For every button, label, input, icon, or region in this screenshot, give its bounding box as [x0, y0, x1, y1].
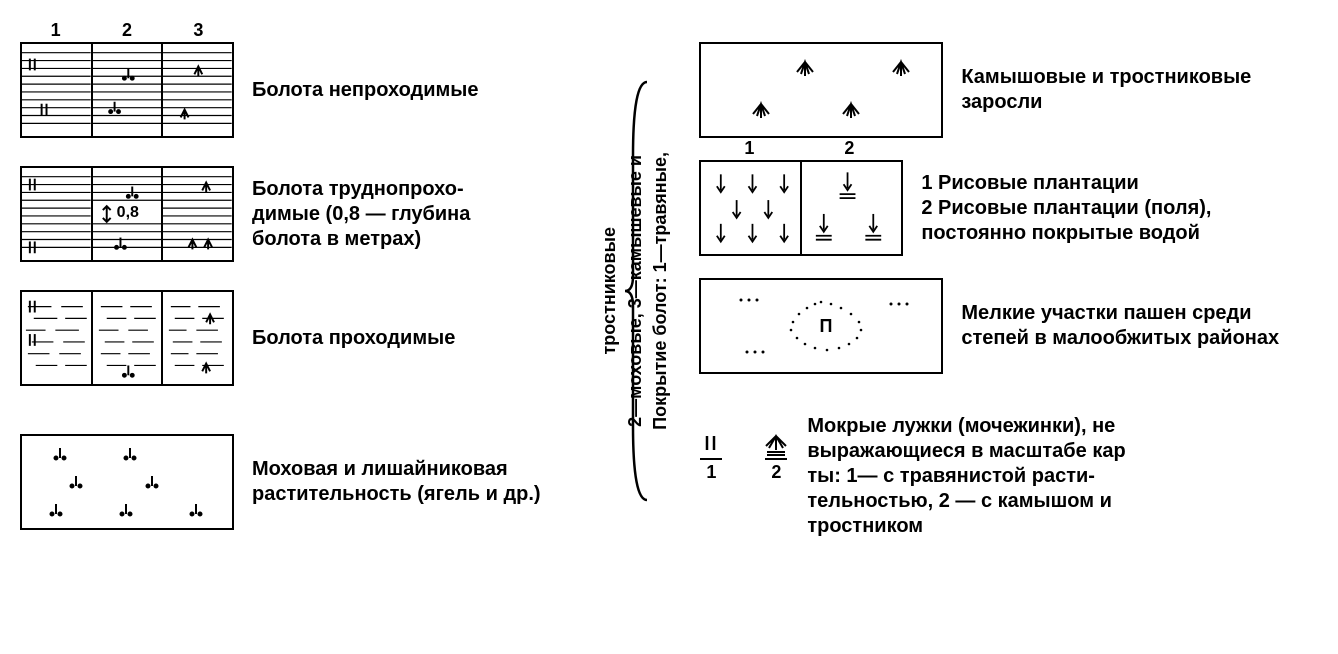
hardpassable-cell-3: [163, 168, 232, 260]
entry-passable: Болота проходимые: [20, 290, 581, 386]
wetmeadow-sym-1: 1: [699, 434, 723, 483]
swatch-rice: 1 2: [699, 160, 903, 256]
passable-cell-1: [22, 292, 93, 384]
entry-impassable: 1 2 3: [20, 42, 581, 138]
passable-cell-3: [163, 292, 232, 384]
swatch-impassable: 1 2 3: [20, 42, 234, 138]
wetmeadow-sym-2: 2: [763, 434, 789, 483]
rice-cell-2: [802, 162, 901, 254]
mid-column: тростниковые 2—моховые, 3—камышевые и По…: [621, 20, 660, 561]
rice-box: [699, 160, 903, 256]
entry-reed: Камышовые и тростниковые заросли: [699, 42, 1318, 138]
label-reed: Камышовые и тростниковые заросли: [961, 65, 1251, 115]
swatch-wetmeadow: 1 2: [699, 414, 789, 483]
rice-line1: 1 Рисовые плантации: [921, 171, 1211, 196]
entry-wetmeadow: 1 2 Мокрые лужки (мочежинки), не выражаю…: [699, 414, 1318, 539]
arable-box: П: [699, 278, 943, 374]
left-column: 1 2 3: [20, 20, 581, 561]
vtext-line1: Покрытие болот: 1—травяные,: [650, 152, 672, 430]
depth-value: 0,8: [115, 204, 141, 222]
entry-moss: Моховая и лишайниковая растительность (я…: [20, 434, 581, 530]
vtext-line3: тростниковые: [599, 227, 621, 355]
swatch-arable: П: [699, 278, 943, 374]
label-impassable: Болота непроходимые: [252, 78, 479, 103]
rice-line2: 2 Рисовые плантации (поля),: [921, 196, 1211, 221]
label-wetmeadow: Мокрые лужки (мочежинки), не выражающиес…: [807, 414, 1125, 539]
label-passable: Болота проходимые: [252, 326, 455, 351]
wetmeadow-num-1: 1: [706, 462, 716, 483]
hardpassable-box: 0,8: [20, 166, 234, 262]
wetmeadow-fracline-2: [765, 458, 787, 460]
impassable-cell-1: [22, 44, 93, 136]
passable-box: [20, 290, 234, 386]
rice-col-1: 1: [699, 138, 799, 159]
vertical-caption: тростниковые 2—моховые, 3—камышевые и По…: [599, 76, 672, 506]
right-column: Камышовые и тростниковые заросли 1 2: [699, 20, 1318, 561]
swatch-hardpassable: 0,8: [20, 166, 234, 262]
entry-hardpassable: 0,8: [20, 166, 581, 262]
entry-arable: П Мелкие участки пашен среди степей в ма…: [699, 278, 1318, 374]
swatch-passable: [20, 290, 234, 386]
swatch-moss: [20, 434, 234, 530]
rice-cell-1: [701, 162, 802, 254]
legend-page: 1 2 3: [20, 20, 1318, 561]
label-hardpassable: Болота труднопрохо- димые (0,8 — глубина…: [252, 177, 470, 252]
label-arable: Мелкие участки пашен среди степей в мало…: [961, 301, 1279, 351]
col-header-3: 3: [163, 20, 234, 41]
impassable-cell-2: [93, 44, 164, 136]
column-headers: 1 2 3: [20, 20, 234, 41]
hardpassable-cell-1: [22, 168, 93, 260]
wetmeadow-fracline-1: [700, 458, 722, 460]
rice-col-2: 2: [799, 138, 899, 159]
rice-headers: 1 2: [699, 138, 899, 159]
entry-rice: 1 2: [699, 160, 1318, 256]
wetmeadow-num-2: 2: [771, 462, 781, 483]
brace-group: тростниковые 2—моховые, 3—камышевые и По…: [625, 76, 655, 506]
vtext-line2: 2—моховые, 3—камышевые и: [625, 155, 647, 427]
impassable-cell-3: [163, 44, 232, 136]
rice-line3: постоянно покрытые водой: [921, 221, 1211, 246]
swatch-reed: [699, 42, 943, 138]
impassable-box: [20, 42, 234, 138]
col-header-2: 2: [91, 20, 162, 41]
col-header-1: 1: [20, 20, 91, 41]
label-rice: 1 Рисовые плантации 2 Рисовые плантации …: [921, 171, 1211, 246]
reed-box: [699, 42, 943, 138]
passable-cell-2: [93, 292, 164, 384]
hardpassable-cell-2: 0,8: [93, 168, 164, 260]
moss-box: [20, 434, 234, 530]
arable-letter: П: [820, 316, 833, 336]
label-moss: Моховая и лишайниковая растительность (я…: [252, 457, 541, 507]
